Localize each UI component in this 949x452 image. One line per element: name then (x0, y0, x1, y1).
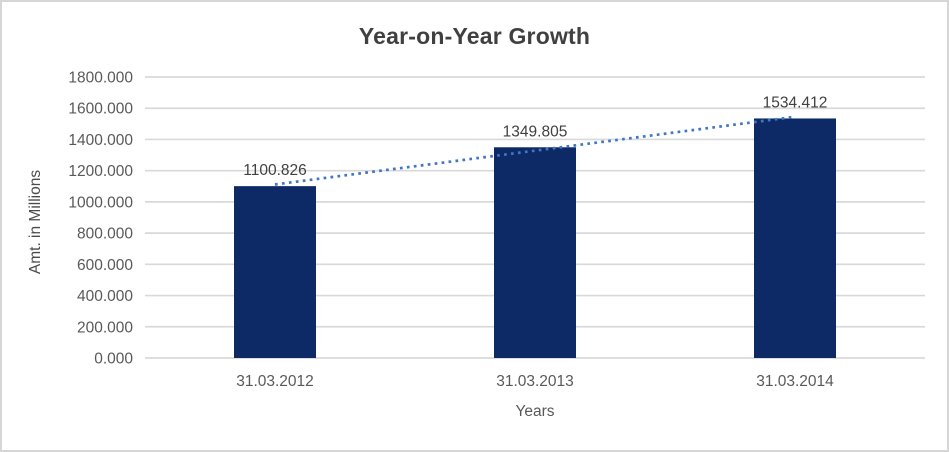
y-tick-label: 1400.000 (68, 132, 133, 149)
y-tick-label: 200.000 (77, 319, 133, 336)
y-tick-label: 1600.000 (68, 101, 133, 118)
x-category-label: 31.03.2012 (236, 373, 314, 390)
x-category-label: 31.03.2013 (496, 373, 574, 390)
y-tick-label: 0.000 (94, 351, 133, 368)
bar-31.03.2014[interactable] (754, 118, 836, 358)
y-tick-label: 1800.000 (68, 70, 133, 87)
x-category-label: 31.03.2014 (756, 373, 834, 390)
y-tick-label: 800.000 (77, 226, 133, 243)
bar-31.03.2013[interactable] (494, 147, 576, 358)
bar-data-label: 1534.412 (763, 94, 828, 111)
x-axis-title: Years (515, 403, 555, 420)
bar-data-label: 1100.826 (243, 162, 307, 179)
y-tick-label: 1000.000 (68, 194, 133, 211)
y-tick-label: 1200.000 (68, 163, 133, 180)
chart-title: Year-on-Year Growth (358, 23, 591, 49)
bar-31.03.2012[interactable] (234, 186, 316, 358)
bar-data-label: 1349.805 (503, 123, 568, 140)
y-tick-label: 400.000 (77, 288, 133, 305)
y-tick-label: 600.000 (77, 257, 133, 274)
